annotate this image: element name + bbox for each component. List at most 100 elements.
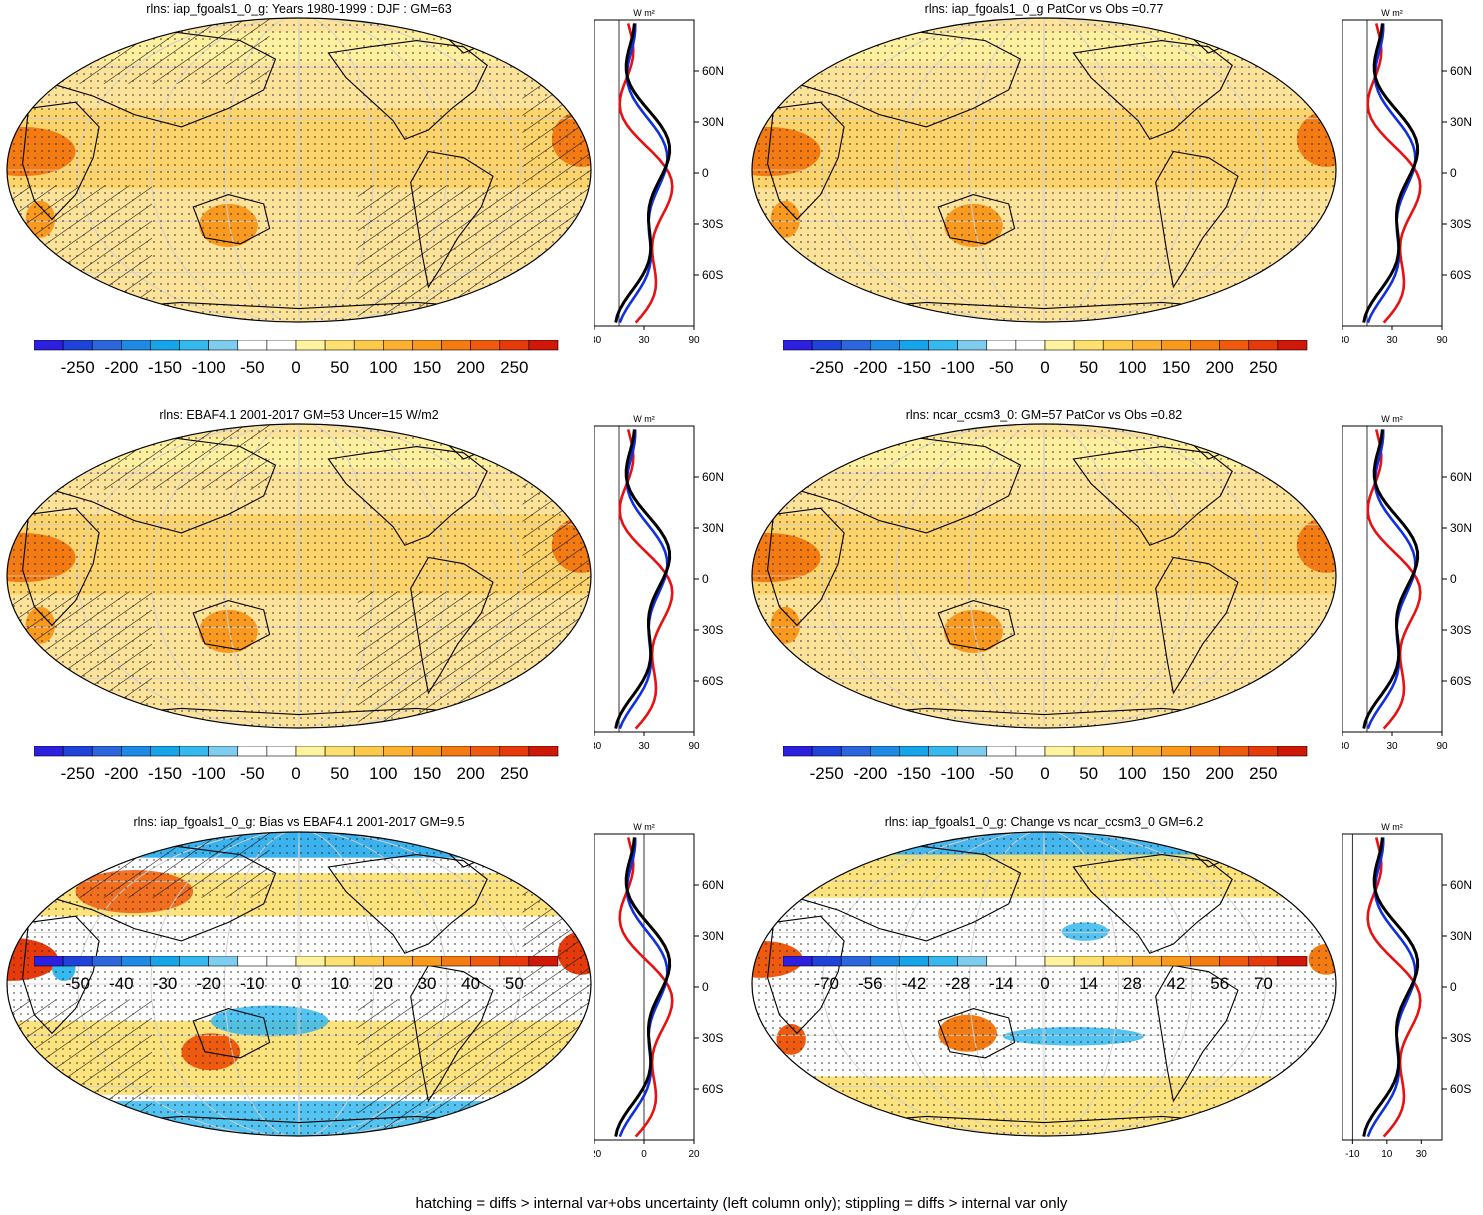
colorbar-tick-label: 100 [1118,358,1146,377]
colorbar-swatch [528,340,559,351]
colorbar-tick-label: 0 [291,974,300,993]
colorbar-swatch [870,746,900,757]
colorbar-swatch [783,746,813,757]
panel-title: rlns: EBAF4.1 2001-2017 GM=53 Uncer=15 W… [159,408,439,422]
colorbar-tick-label: 56 [1210,974,1229,993]
colorbar-tick-label: -150 [897,358,931,377]
colorbar-swatch [1102,746,1133,757]
colorbar-tick-label: 0 [1040,358,1049,377]
zonal-line-model [618,429,674,730]
zonal-lat-tick: 30N [1450,115,1472,129]
coastline-south-america [1155,964,1239,1103]
colorbar-swatch [34,956,64,967]
coastline-south-america [410,964,494,1103]
colorbar-swatch [62,746,93,757]
zonal-lat-tick: 30S [1450,1031,1471,1045]
colorbar-swatch [91,340,122,351]
colorbar-tick-label: -200 [104,358,138,377]
zonal-lat-tick: 60N [1450,64,1472,78]
colorbar-tick-label: -250 [61,764,95,783]
colorbar-tick-label: 40 [461,974,480,993]
zonal-lat-tick: 30N [1450,929,1472,943]
zonal-lat-tick: 60S [1450,268,1471,282]
zonal-lat-tick: 60N [1450,878,1472,892]
colorbar-swatch [840,746,871,757]
colorbar-swatch [470,746,501,757]
colorbar-swatch [441,956,471,967]
colorbar-swatch [1190,746,1220,757]
colorbar-swatch [179,340,209,351]
robinson-map [751,831,1337,1137]
zonal-lat-tick: 60S [1450,674,1471,688]
colorbar-tick-label: 50 [1079,358,1098,377]
colorbar-tick-label: -100 [192,358,226,377]
zonal-lat-tick: 30S [702,623,723,637]
colorbar-tick-label: -10 [240,974,265,993]
coastline-australia [937,194,1016,245]
zonal-lat-tick: 30S [1450,217,1471,231]
colorbar-swatch [1132,956,1162,967]
colorbar: -250 -200 -150 -100 -50 0 50 100 150 200 250 [783,340,1308,377]
colorbar-swatch [150,340,180,351]
colorbar-tick-label: 150 [413,358,441,377]
colorbar-tick-label: 200 [456,764,484,783]
colorbar-swatch [91,746,122,757]
colorbar-swatch [1161,340,1191,351]
zonal-line-mean [1362,23,1420,323]
colorbar-tick-label: 50 [1079,764,1098,783]
colorbar-tick-label: -100 [941,358,975,377]
colorbar-swatch [957,340,988,351]
colorbar-swatch [34,340,64,351]
colorbar-tick-label: -14 [989,974,1014,993]
zonal-x-tick: -30 [1342,335,1350,346]
colorbar-swatch [986,956,1017,967]
colorbar: -250 -200 -150 -100 -50 0 50 100 150 200 250 [34,340,559,377]
colorbar-swatch [412,956,442,967]
colorbar-tick-label: -42 [902,974,927,993]
colorbar-swatch [986,340,1017,351]
zonal-line-mean [614,429,672,729]
zonal-lat-tick: 0 [1450,572,1457,586]
colorbar-swatch [928,956,958,967]
zonal-lat-tick: 30S [1450,623,1471,637]
colorbar-swatch [1219,956,1250,967]
colorbar-tick-label: -50 [65,974,90,993]
coastline-africa [22,101,100,221]
colorbar-swatch [499,956,530,967]
panel-title: rlns: iap_fgoals1_0_g: Years 1980-1999 :… [146,2,452,16]
colorbar-swatch [324,746,355,757]
zonal-x-tick: 90 [1436,335,1448,346]
colorbar-swatch [62,956,93,967]
zonal-line-model [618,23,674,324]
colorbar-swatch [811,956,842,967]
colorbar-swatch [150,746,180,757]
colorbar-tick-label: 100 [1118,764,1146,783]
colorbar-swatch [1219,746,1250,757]
zonal-lat-tick: 0 [1450,980,1457,994]
zonal-x-tick: -30 [1342,741,1350,752]
zonal-x-tick: 30 [638,741,650,752]
coastline-africa [767,101,845,221]
zonal-lat-tick: 30N [702,115,724,129]
colorbar-swatch [1248,340,1279,351]
colorbar-tick-label: 100 [369,358,397,377]
zonal-x-tick: -10 [1345,1149,1360,1160]
colorbar-swatch [499,340,530,351]
colorbar: -70 -56 -42 -28 -14 0 14 28 42 56 70 [783,956,1308,993]
zonal-lat-tick: 30N [702,521,724,535]
coastline-australia [192,194,271,245]
colorbar-tick-label: 42 [1167,974,1186,993]
zonal-x-tick: -30 [594,335,602,346]
colorbar-swatch [870,340,900,351]
colorbar-tick-label: 0 [291,764,300,783]
colorbar-swatch [470,340,501,351]
colorbar-tick-label: 250 [1249,764,1277,783]
colorbar-swatch [412,340,442,351]
colorbar-tick-label: 200 [456,358,484,377]
colorbar-swatch [179,746,209,757]
coastline-australia [192,600,271,651]
colorbar-swatch [1277,340,1308,351]
colorbar-swatch [208,746,239,757]
coastline-africa [22,507,100,627]
colorbar-swatch [1073,956,1104,967]
